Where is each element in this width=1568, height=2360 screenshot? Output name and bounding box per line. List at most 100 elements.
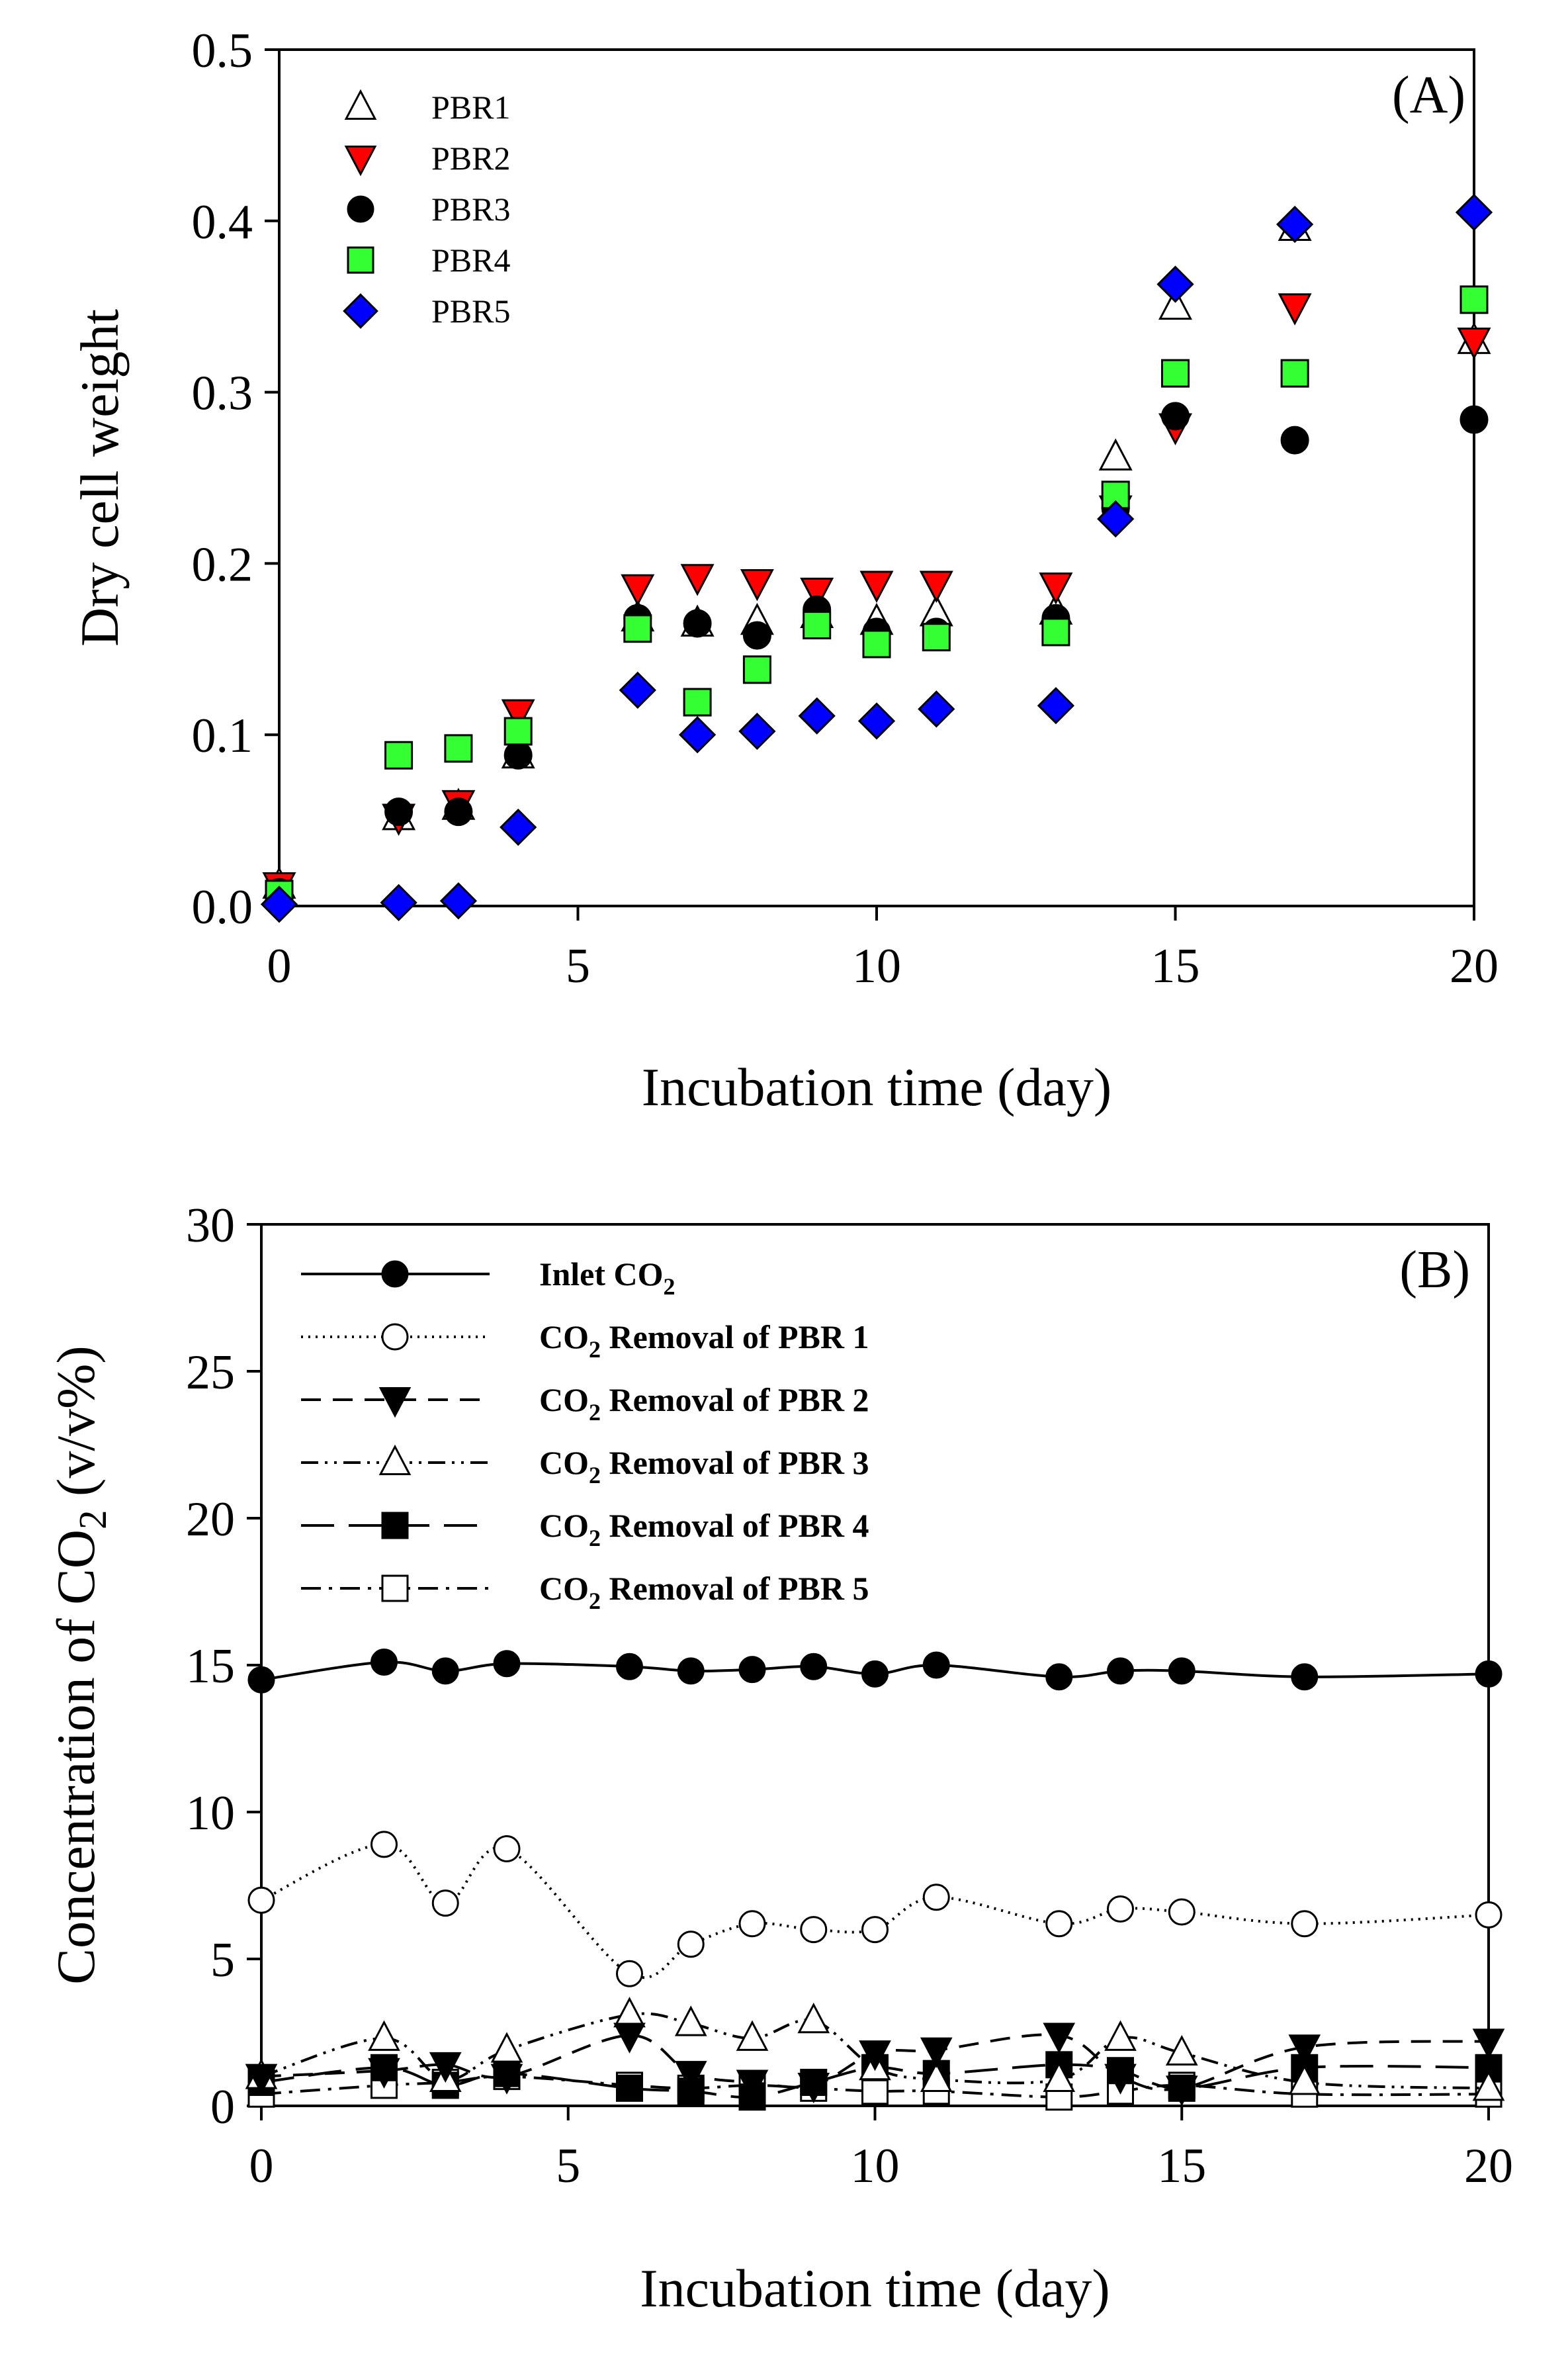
legend-marker-pbr5 bbox=[343, 293, 378, 329]
legend-label-pbr4: PBR4 bbox=[431, 242, 511, 279]
y-tick-label: 15 bbox=[186, 1639, 235, 1694]
data-point bbox=[1097, 500, 1135, 538]
y-tick-label: 0.0 bbox=[192, 880, 253, 934]
legend-label-pbr2: PBR2 bbox=[431, 140, 511, 177]
data-point bbox=[431, 1889, 459, 1917]
data-point bbox=[1276, 205, 1314, 244]
data-point bbox=[861, 1660, 889, 1688]
data-point bbox=[1280, 359, 1309, 388]
data-point bbox=[1472, 2070, 1505, 2101]
legend-label-inlet-co2: Inlet CO2 bbox=[539, 1255, 675, 1300]
series-inlet-co2 bbox=[247, 1649, 1503, 1694]
x-tick-label: 0 bbox=[267, 939, 292, 993]
y-tick-label: 10 bbox=[186, 1786, 235, 1840]
y-axis-title-subscript: 2 bbox=[71, 1510, 114, 1529]
data-point bbox=[736, 2069, 769, 2101]
data-point bbox=[742, 655, 771, 684]
data-point bbox=[1459, 285, 1489, 314]
y-axis-title: Dry cell weight bbox=[69, 309, 130, 647]
panel-b-co2-concentration-chart: 0 5 10 15 20 0 5 10 15 20 25 30 Incubation time (day… bbox=[46, 1199, 1513, 2318]
data-point bbox=[1291, 1663, 1319, 1691]
data-point bbox=[490, 2032, 523, 2063]
legend-marker-pbr1-removal bbox=[381, 1323, 409, 1351]
legend-marker-pbr4 bbox=[347, 246, 374, 274]
data-point bbox=[797, 2002, 830, 2034]
data-point bbox=[621, 574, 655, 607]
data-point bbox=[1156, 265, 1194, 303]
data-point bbox=[493, 1650, 521, 1678]
data-point bbox=[444, 797, 473, 827]
legend-label-pbr5: PBR5 bbox=[431, 293, 511, 330]
data-point bbox=[439, 882, 478, 920]
data-point bbox=[429, 2052, 462, 2083]
series-pbr2-removal bbox=[245, 2022, 1505, 2107]
legend-marker-pbr1 bbox=[344, 89, 377, 120]
data-point bbox=[1041, 617, 1070, 647]
data-point bbox=[623, 614, 652, 643]
data-point bbox=[1107, 1895, 1134, 1923]
x-tick-label: 20 bbox=[1464, 2139, 1513, 2193]
x-tick-label: 10 bbox=[852, 939, 901, 993]
series-line bbox=[261, 2033, 1489, 2091]
y-axis-title-unit: (v/v%) bbox=[46, 1345, 106, 1510]
series-line bbox=[261, 1660, 1489, 1682]
data-point bbox=[919, 570, 953, 603]
data-point bbox=[1472, 2028, 1505, 2060]
data-point bbox=[1278, 293, 1312, 326]
legend-label-pbr1-removal: CO2 Removal of PBR 1 bbox=[539, 1318, 869, 1363]
data-point bbox=[742, 621, 771, 650]
data-point bbox=[1475, 1901, 1503, 1929]
data-point bbox=[368, 2058, 400, 2089]
y-tick-label: 5 bbox=[210, 1933, 235, 1987]
legend-label-pbr5-removal: CO2 Removal of PBR 5 bbox=[539, 1570, 869, 1614]
data-point bbox=[1039, 572, 1073, 605]
series-pbr1-removal bbox=[247, 1831, 1503, 1987]
data-point bbox=[1045, 1910, 1073, 1938]
data-point bbox=[613, 2022, 646, 2054]
data-point bbox=[370, 1649, 398, 1676]
data-point bbox=[918, 690, 955, 728]
data-point bbox=[384, 741, 414, 770]
x-tick-label: 15 bbox=[1151, 939, 1200, 993]
data-point bbox=[1045, 1663, 1073, 1691]
data-point bbox=[503, 741, 533, 770]
legend-marker-pbr2-removal bbox=[378, 1387, 412, 1418]
data-point bbox=[677, 1930, 705, 1958]
data-point bbox=[1165, 2034, 1198, 2066]
x-tick-label: 20 bbox=[1450, 939, 1499, 993]
data-point bbox=[920, 2061, 953, 2093]
data-point bbox=[493, 1835, 521, 1862]
data-point bbox=[1107, 1657, 1134, 1685]
data-point bbox=[380, 884, 417, 921]
panel-label: (A) bbox=[1392, 66, 1465, 124]
legend: PBR1 PBR2 PBR3 PBR4 PBR5 bbox=[343, 89, 511, 330]
data-point bbox=[1104, 2064, 1137, 2095]
data-point bbox=[1158, 287, 1192, 320]
legend-label-pbr3: PBR3 bbox=[431, 191, 511, 228]
x-tick-label: 15 bbox=[1157, 2139, 1206, 2193]
data-point bbox=[922, 1651, 950, 1679]
y-axis-title-main: Concentration of CO bbox=[46, 1529, 106, 1985]
data-point bbox=[736, 2020, 769, 2051]
data-point bbox=[857, 702, 896, 740]
data-point bbox=[260, 885, 298, 923]
data-point bbox=[1043, 2061, 1076, 2093]
data-point bbox=[1165, 2075, 1198, 2107]
data-point bbox=[490, 2064, 523, 2095]
legend-marker-pbr5-removal bbox=[381, 1574, 409, 1602]
data-point bbox=[738, 1910, 766, 1938]
y-tick-label: 0.1 bbox=[192, 709, 253, 763]
data-point bbox=[1037, 687, 1075, 725]
data-point bbox=[861, 2077, 889, 2105]
data-point bbox=[1288, 2034, 1321, 2065]
legend: Inlet CO2 CO2 Removal of PBR 1 CO2 Removal… bbox=[301, 1255, 869, 1614]
data-point bbox=[862, 629, 891, 658]
data-point bbox=[680, 564, 715, 596]
data-point bbox=[431, 1657, 459, 1685]
y-tick-label: 0.5 bbox=[192, 24, 253, 78]
data-point bbox=[922, 1883, 950, 1911]
panel-label: (B) bbox=[1399, 1241, 1470, 1299]
legend-marker-pbr2 bbox=[344, 146, 377, 177]
data-point bbox=[368, 2020, 400, 2051]
series-pbr5 bbox=[260, 193, 1493, 923]
